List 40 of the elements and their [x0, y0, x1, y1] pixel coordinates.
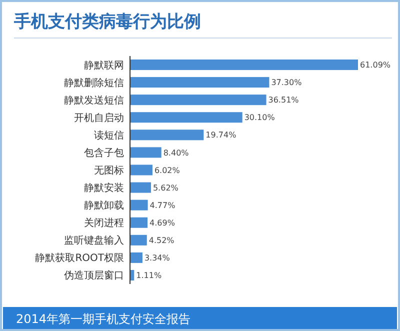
y-tick-label: 静默联网 [84, 59, 124, 72]
chart-title: 手机支付类病毒行为比例 [13, 12, 201, 32]
bar [130, 217, 148, 228]
bar [130, 94, 266, 106]
y-tick-label: 伪造顶层窗口 [64, 270, 124, 282]
data-label: 36.51% [268, 96, 300, 105]
y-tick-label: 静默删除短信 [64, 76, 124, 89]
y-tick-label: 静默安装 [84, 182, 124, 194]
data-label: 4.69% [150, 218, 176, 228]
data-label: 30.10% [244, 113, 276, 122]
y-tick-label: 静默获取ROOT权限 [35, 252, 124, 264]
y-tick-label: 读短信 [94, 129, 124, 142]
data-label: 3.34% [144, 253, 170, 262]
y-tick-label: 无图标 [94, 164, 124, 176]
bar [130, 164, 152, 176]
bar [130, 77, 270, 88]
text: 2014年第一期手机支付安全报告 [16, 312, 191, 326]
bar [130, 130, 204, 140]
bar [130, 182, 151, 193]
bar [130, 147, 162, 158]
bar [130, 200, 148, 210]
data-label: 37.30% [271, 78, 302, 88]
y-tick-label: 监听键盘输入 [64, 234, 124, 247]
data-label: 5.62% [152, 183, 179, 192]
data-label: 8.40% [163, 148, 190, 158]
data-label: 4.52% [148, 236, 175, 245]
y-tick-label: 静默卸载 [84, 200, 124, 212]
data-label: 6.02% [154, 166, 180, 175]
bar [130, 60, 358, 70]
bar [130, 112, 242, 123]
y-tick-label: 包含子包 [84, 146, 124, 159]
y-tick-label: 开机自启动 [74, 112, 124, 124]
data-label: 19.74% [206, 130, 237, 140]
y-tick-label: 静默发送短信 [64, 94, 124, 106]
bar [130, 252, 142, 263]
data-label: 1.11% [136, 271, 162, 280]
y-tick-label: 关闭进程 [84, 217, 124, 230]
bar [130, 234, 147, 246]
data-label: 61.09% [360, 60, 391, 70]
data-label: 4.77% [150, 200, 176, 210]
